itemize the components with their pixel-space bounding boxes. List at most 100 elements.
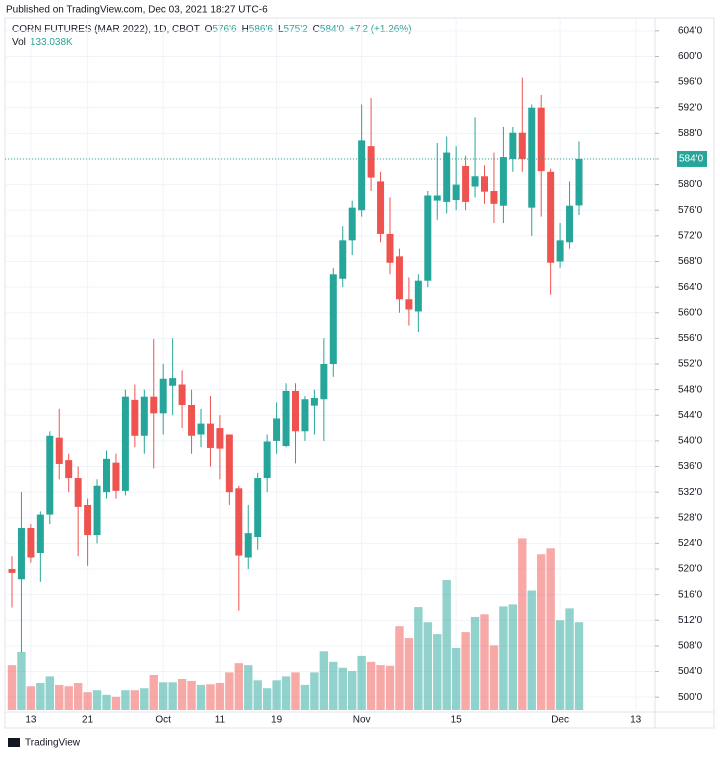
volume-bar bbox=[442, 579, 451, 710]
volume-bar bbox=[338, 667, 347, 710]
volume-bar bbox=[92, 690, 102, 710]
y-tick-label: 512'0 bbox=[678, 615, 703, 626]
y-tick-label: 596'0 bbox=[678, 77, 703, 88]
volume-bar bbox=[423, 622, 432, 710]
volume-bar bbox=[329, 661, 338, 710]
ohlc-legend-item: 584'0 bbox=[320, 24, 345, 35]
change: +7'2 (+1.26%) bbox=[349, 24, 412, 35]
ohlc-legend-item: O bbox=[205, 24, 213, 35]
volume-bar bbox=[366, 661, 376, 710]
volume-bar bbox=[45, 676, 54, 710]
candle-body bbox=[348, 207, 356, 241]
volume-bar bbox=[272, 680, 281, 710]
candle-body bbox=[84, 504, 92, 536]
volume-bar bbox=[461, 632, 470, 710]
candle-body bbox=[339, 240, 347, 279]
candle-body bbox=[320, 364, 328, 400]
candle-body bbox=[131, 399, 139, 436]
brand: TradingView bbox=[25, 738, 81, 749]
volume-bar bbox=[111, 696, 121, 710]
x-tick-label: Dec bbox=[551, 715, 569, 726]
volume-bar bbox=[168, 682, 177, 710]
y-tick-label: 560'0 bbox=[678, 307, 703, 318]
candle-body bbox=[235, 488, 243, 556]
candle-body bbox=[27, 528, 35, 558]
y-tick-label: 524'0 bbox=[678, 538, 703, 549]
volume-bar bbox=[433, 634, 442, 710]
candle-body bbox=[197, 423, 205, 435]
candle-body bbox=[121, 396, 129, 491]
volume-bar bbox=[244, 665, 253, 710]
volume-bar bbox=[385, 665, 395, 710]
volume-bar bbox=[348, 671, 357, 710]
candle-body bbox=[273, 418, 281, 441]
ohlc-legend-item: 586'6 bbox=[249, 24, 274, 35]
y-tick-label: 572'0 bbox=[678, 230, 703, 241]
y-tick-label: 564'0 bbox=[678, 282, 703, 293]
volume-bar bbox=[518, 538, 527, 710]
volume-bar bbox=[262, 688, 272, 710]
y-tick-label: 592'0 bbox=[678, 102, 703, 113]
candle-body bbox=[537, 107, 545, 172]
y-tick-label: 520'0 bbox=[678, 564, 703, 575]
volume-bar bbox=[83, 692, 92, 710]
volume-bar bbox=[121, 690, 130, 710]
candle-body bbox=[93, 485, 101, 536]
candle-body bbox=[481, 176, 488, 192]
volume-bar bbox=[206, 684, 215, 710]
x-tick-label: 21 bbox=[82, 715, 94, 726]
volume-bar bbox=[225, 672, 234, 710]
x-tick-label: 13 bbox=[630, 715, 642, 726]
candle-body bbox=[17, 528, 25, 580]
candle-body bbox=[377, 181, 385, 234]
y-tick-label: 508'0 bbox=[678, 641, 703, 652]
volume-bar bbox=[291, 672, 300, 710]
candle-body bbox=[150, 396, 158, 414]
volume-bar bbox=[177, 678, 187, 710]
volume-bar bbox=[555, 620, 565, 710]
volume-bar bbox=[376, 665, 385, 710]
volume-bar bbox=[196, 684, 206, 710]
volume-bar bbox=[64, 686, 73, 710]
brand-logo bbox=[8, 738, 20, 747]
volume-bar bbox=[36, 682, 45, 710]
candle-body bbox=[55, 437, 63, 464]
x-tick-label: 13 bbox=[25, 715, 37, 726]
candle-body bbox=[509, 132, 517, 159]
y-tick-label: 576'0 bbox=[678, 205, 703, 216]
volume-bar bbox=[187, 680, 196, 710]
candle-body bbox=[36, 514, 44, 554]
volume-bar bbox=[414, 607, 423, 710]
candle-body bbox=[405, 299, 413, 310]
y-tick-label: 556'0 bbox=[678, 333, 703, 344]
volume-bar bbox=[102, 694, 111, 710]
candle-body bbox=[178, 384, 186, 406]
y-tick-label: 544'0 bbox=[678, 410, 703, 421]
candle-body bbox=[528, 107, 536, 208]
volume-bar bbox=[565, 608, 574, 710]
volume-bar bbox=[357, 655, 366, 710]
volume-bar bbox=[527, 590, 536, 710]
volume-legend: Vol 133.038K bbox=[12, 37, 73, 48]
volume-bar bbox=[17, 651, 26, 710]
volume-bar bbox=[130, 690, 140, 710]
last-price-box bbox=[677, 150, 707, 167]
volume-bar bbox=[404, 638, 414, 710]
candle-body bbox=[556, 240, 564, 262]
candle-body bbox=[188, 405, 196, 436]
volume-bar bbox=[26, 686, 36, 710]
volume-bar bbox=[470, 616, 480, 710]
candle-body bbox=[462, 166, 470, 202]
y-tick-label: 504'0 bbox=[678, 666, 703, 677]
candle-body bbox=[395, 256, 403, 300]
y-tick-label: 604'0 bbox=[678, 25, 703, 36]
candle-body bbox=[282, 390, 290, 447]
ohlc-legend-item: 575'2 bbox=[284, 24, 309, 35]
y-tick-label: 600'0 bbox=[678, 51, 703, 62]
volume-bar bbox=[140, 688, 149, 710]
candle-body bbox=[8, 569, 16, 573]
legend: CORN FUTURES (MAR 2022), 1D, CBOT O576'6 H… bbox=[12, 24, 412, 35]
volume-bar bbox=[546, 548, 555, 710]
volume-bar bbox=[310, 672, 319, 710]
y-tick-label: 540'0 bbox=[678, 436, 703, 447]
